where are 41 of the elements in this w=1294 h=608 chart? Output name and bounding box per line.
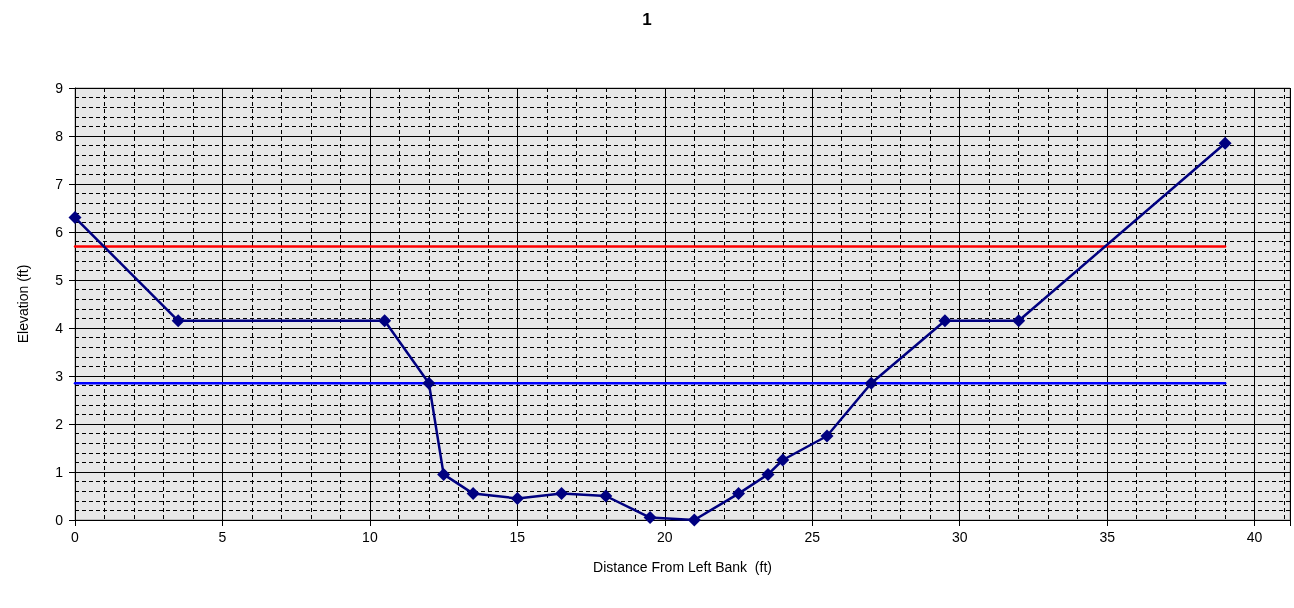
point <box>643 511 657 525</box>
point <box>510 491 524 505</box>
point <box>761 467 775 481</box>
point <box>864 376 878 390</box>
point <box>820 429 834 443</box>
x-tick-label: 10 <box>362 529 378 545</box>
y-tick-label: 3 <box>55 368 64 384</box>
chart-title: 1 <box>642 10 652 29</box>
y-tick-label: 4 <box>55 320 64 336</box>
point <box>555 487 569 501</box>
y-tick-label: 0 <box>55 512 64 528</box>
x-tick-label: 40 <box>1246 529 1263 545</box>
y-tick-label: 9 <box>55 80 64 96</box>
point <box>599 489 613 503</box>
y-tick-label: 2 <box>55 416 64 432</box>
point <box>68 211 82 225</box>
point <box>732 487 746 501</box>
y-tick-label: 8 <box>55 128 64 144</box>
x-tick-label: 25 <box>804 529 821 545</box>
x-tick-label: 5 <box>218 529 227 545</box>
point <box>466 487 480 501</box>
x-axis-title: Distance From Left Bank (ft) <box>593 559 772 575</box>
y-axis-title: Elevation (ft) <box>15 264 31 344</box>
x-tick-label: 30 <box>951 529 968 545</box>
y-tick-label: 7 <box>55 176 64 192</box>
point <box>687 513 701 527</box>
y-tick-label: 5 <box>55 272 64 288</box>
point <box>437 467 451 481</box>
point <box>938 314 952 328</box>
point <box>1218 136 1232 150</box>
point <box>171 314 185 328</box>
point <box>776 453 790 467</box>
x-tick-label: 35 <box>1099 529 1116 545</box>
x-tick-label: 20 <box>657 529 673 545</box>
x-tick-label: 0 <box>71 529 80 545</box>
point <box>422 376 436 390</box>
x-tick-label: 15 <box>509 529 526 545</box>
point <box>1012 314 1026 328</box>
y-tick-label: 6 <box>55 224 64 240</box>
y-tick-label: 1 <box>55 464 64 480</box>
point <box>378 314 392 328</box>
